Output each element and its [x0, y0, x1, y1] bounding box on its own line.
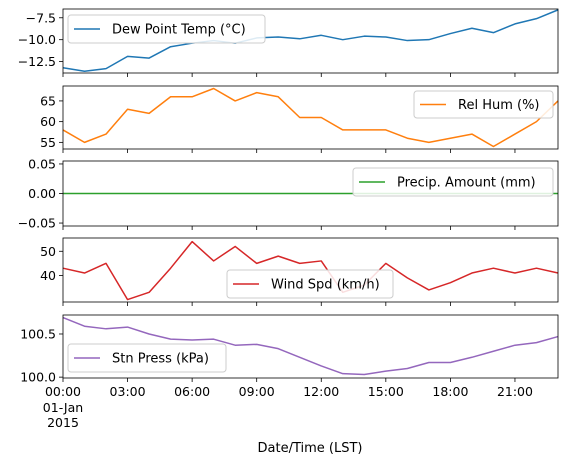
- legend-box: [67, 343, 227, 373]
- y-tick-label: 100.0: [20, 370, 56, 385]
- legend: Stn Press (kPa): [67, 343, 227, 373]
- panel-2: 55 60 65 Rel Hum (%): [40, 85, 559, 153]
- series-line: [62, 240, 559, 301]
- axes-frame: [62, 237, 559, 303]
- y-tick-label: 0.05: [28, 156, 56, 171]
- legend-box: [226, 269, 394, 299]
- x-tick-label: 03:00: [110, 384, 146, 399]
- x-tick-label: 06:00: [174, 384, 210, 399]
- y-tick-label: 60: [40, 114, 56, 129]
- panel-3: −0.05 0.00 0.05 Precip. Amount (mm): [18, 156, 559, 231]
- x-tick-sublabel: 01-Jan: [43, 400, 83, 415]
- axes-frame: [62, 314, 559, 379]
- legend: Precip. Amount (mm): [352, 167, 554, 197]
- panel-5: 100.0 100.5 Stn Press (kPa): [20, 314, 559, 385]
- x-tick-label: 00:00: [45, 384, 81, 399]
- y-tick-label: −10.0: [18, 32, 56, 47]
- legend-label: Stn Press (kPa): [112, 352, 209, 367]
- x-axis: 00:00 03:00 06:00 09:00 12:00 15:00 18:00 21:00…: [43, 384, 533, 430]
- legend: Rel Hum (%): [413, 90, 554, 119]
- series-line: [62, 87, 559, 148]
- legend-box: [413, 90, 554, 119]
- legend: Dew Point Temp (°C): [67, 14, 266, 44]
- panel-4: 40 50 Wind Spd (km/h): [40, 237, 559, 306]
- series-line: [62, 9, 559, 72]
- legend-label: Precip. Amount (mm): [397, 176, 536, 191]
- legend-box: [67, 14, 266, 44]
- x-axis-label: Date/Time (LST): [258, 441, 363, 456]
- series-line: [62, 316, 559, 376]
- y-tick-label: 65: [40, 93, 56, 108]
- y-tick-label: 40: [40, 268, 56, 283]
- legend-label: Wind Spd (km/h): [271, 278, 380, 293]
- y-tick-label: 50: [40, 244, 56, 259]
- x-tick-label: 15:00: [368, 384, 404, 399]
- y-tick-label: −0.05: [18, 216, 56, 231]
- y-tick-label: 55: [40, 135, 56, 150]
- panel-1: −12.5 −10.0 −7.5 Dew Point Temp (°C): [18, 8, 559, 77]
- legend: Wind Spd (km/h): [226, 269, 394, 299]
- legend-label: Dew Point Temp (°C): [112, 23, 246, 38]
- axes-frame: [62, 8, 559, 74]
- y-tick-label: −12.5: [18, 54, 56, 69]
- y-tick-label: 100.5: [20, 326, 56, 341]
- x-tick-label: 12:00: [303, 384, 339, 399]
- x-tick-sublabel: 2015: [47, 415, 79, 430]
- y-tick-label: −7.5: [26, 10, 56, 25]
- x-tick-label: 21:00: [497, 384, 533, 399]
- legend-label: Rel Hum (%): [458, 98, 540, 113]
- axes-frame: [62, 85, 559, 150]
- x-tick-label: 18:00: [432, 384, 468, 399]
- panels: −12.5 −10.0 −7.5 Dew Point Temp (°C) 55 60 65 R…: [18, 8, 559, 385]
- legend-box: [352, 167, 554, 197]
- x-tick-label: 09:00: [239, 384, 275, 399]
- y-tick-label: 0.00: [28, 186, 56, 201]
